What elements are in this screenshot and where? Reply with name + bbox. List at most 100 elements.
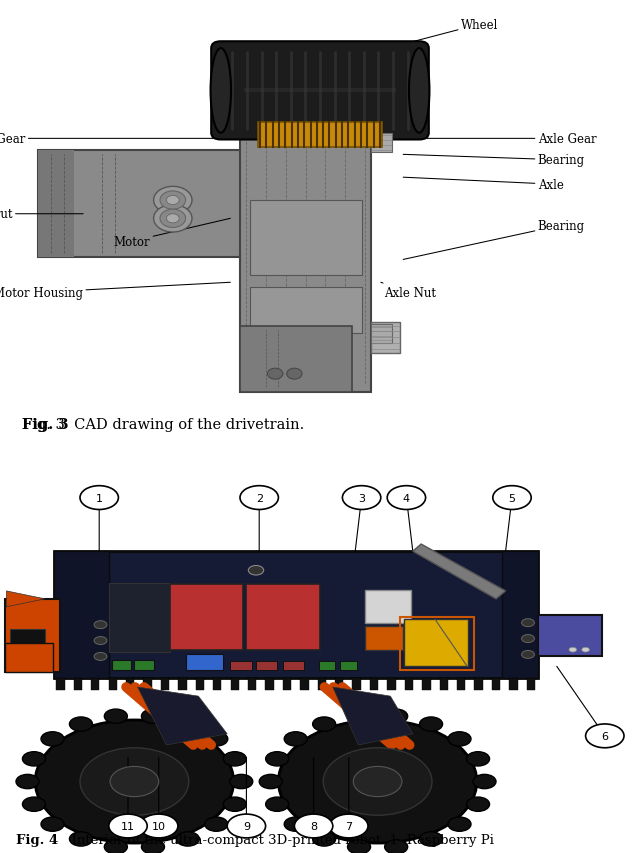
Text: 10: 10 — [152, 821, 166, 831]
Circle shape — [448, 732, 471, 746]
Text: 5: 5 — [509, 493, 515, 503]
Text: 7: 7 — [345, 821, 353, 831]
FancyBboxPatch shape — [56, 678, 65, 690]
FancyBboxPatch shape — [112, 660, 131, 670]
Text: Strut: Strut — [0, 208, 83, 221]
FancyBboxPatch shape — [161, 678, 169, 690]
FancyBboxPatch shape — [109, 678, 117, 690]
Circle shape — [284, 817, 307, 832]
Circle shape — [205, 817, 228, 832]
Circle shape — [278, 720, 477, 843]
Text: Bearing: Bearing — [403, 154, 585, 167]
FancyBboxPatch shape — [335, 678, 344, 690]
Circle shape — [22, 751, 45, 766]
Circle shape — [41, 817, 64, 832]
FancyBboxPatch shape — [54, 552, 538, 678]
FancyBboxPatch shape — [134, 660, 154, 670]
Circle shape — [94, 637, 107, 645]
FancyBboxPatch shape — [266, 678, 274, 690]
FancyBboxPatch shape — [340, 661, 357, 670]
Circle shape — [522, 619, 534, 627]
Text: Bearing: Bearing — [403, 219, 585, 260]
Text: Fig. 3: Fig. 3 — [22, 417, 69, 432]
FancyBboxPatch shape — [365, 626, 403, 651]
Text: 6: 6 — [602, 731, 608, 741]
FancyBboxPatch shape — [492, 678, 500, 690]
FancyBboxPatch shape — [38, 151, 74, 258]
FancyBboxPatch shape — [370, 678, 378, 690]
Circle shape — [353, 767, 402, 797]
Circle shape — [522, 635, 534, 643]
Circle shape — [266, 751, 289, 766]
Text: 4: 4 — [403, 493, 410, 503]
Text: 11: 11 — [121, 821, 135, 831]
FancyBboxPatch shape — [283, 661, 304, 670]
FancyBboxPatch shape — [250, 287, 362, 334]
FancyBboxPatch shape — [179, 678, 187, 690]
FancyBboxPatch shape — [371, 134, 392, 153]
Circle shape — [312, 717, 335, 731]
Polygon shape — [333, 688, 413, 746]
Circle shape — [385, 839, 408, 853]
FancyBboxPatch shape — [283, 678, 291, 690]
FancyBboxPatch shape — [371, 325, 392, 343]
Circle shape — [294, 814, 333, 838]
Text: 8: 8 — [310, 821, 317, 831]
FancyBboxPatch shape — [538, 615, 602, 657]
Polygon shape — [413, 544, 506, 599]
FancyBboxPatch shape — [440, 678, 448, 690]
Circle shape — [448, 817, 471, 832]
Text: Motor Housing: Motor Housing — [0, 283, 230, 299]
Text: Fig. 4: Fig. 4 — [16, 833, 58, 846]
Circle shape — [141, 709, 164, 723]
Circle shape — [473, 775, 496, 789]
FancyBboxPatch shape — [257, 123, 383, 148]
Circle shape — [266, 797, 289, 811]
Circle shape — [522, 651, 534, 659]
Circle shape — [287, 368, 302, 380]
FancyBboxPatch shape — [5, 599, 60, 672]
FancyBboxPatch shape — [250, 200, 362, 276]
FancyBboxPatch shape — [230, 661, 252, 670]
FancyBboxPatch shape — [502, 552, 538, 678]
FancyBboxPatch shape — [109, 583, 170, 653]
FancyBboxPatch shape — [319, 661, 335, 670]
Polygon shape — [6, 591, 45, 607]
Circle shape — [248, 566, 264, 575]
Circle shape — [240, 486, 278, 510]
FancyBboxPatch shape — [211, 42, 429, 141]
FancyBboxPatch shape — [387, 678, 396, 690]
FancyBboxPatch shape — [38, 151, 304, 258]
Circle shape — [284, 732, 307, 746]
FancyBboxPatch shape — [457, 678, 465, 690]
Circle shape — [420, 717, 443, 731]
Circle shape — [176, 717, 200, 731]
Circle shape — [80, 748, 189, 815]
Circle shape — [154, 187, 192, 214]
FancyBboxPatch shape — [54, 552, 109, 678]
Text: Axle Nut: Axle Nut — [381, 283, 436, 299]
FancyBboxPatch shape — [422, 678, 431, 690]
FancyBboxPatch shape — [353, 678, 361, 690]
Circle shape — [35, 720, 234, 843]
Circle shape — [160, 192, 186, 210]
FancyBboxPatch shape — [248, 678, 256, 690]
Circle shape — [104, 709, 127, 723]
Circle shape — [109, 814, 147, 838]
Circle shape — [22, 797, 45, 811]
Circle shape — [70, 717, 93, 731]
FancyBboxPatch shape — [404, 620, 468, 666]
Circle shape — [16, 775, 39, 789]
Circle shape — [176, 832, 200, 846]
Text: Axle Gear: Axle Gear — [403, 133, 596, 146]
Circle shape — [94, 653, 107, 660]
Circle shape — [205, 732, 228, 746]
Circle shape — [41, 732, 64, 746]
FancyBboxPatch shape — [240, 327, 352, 392]
Circle shape — [467, 751, 490, 766]
Circle shape — [323, 748, 432, 815]
Circle shape — [342, 486, 381, 510]
Polygon shape — [138, 688, 227, 746]
Circle shape — [110, 767, 159, 797]
Circle shape — [569, 647, 577, 653]
